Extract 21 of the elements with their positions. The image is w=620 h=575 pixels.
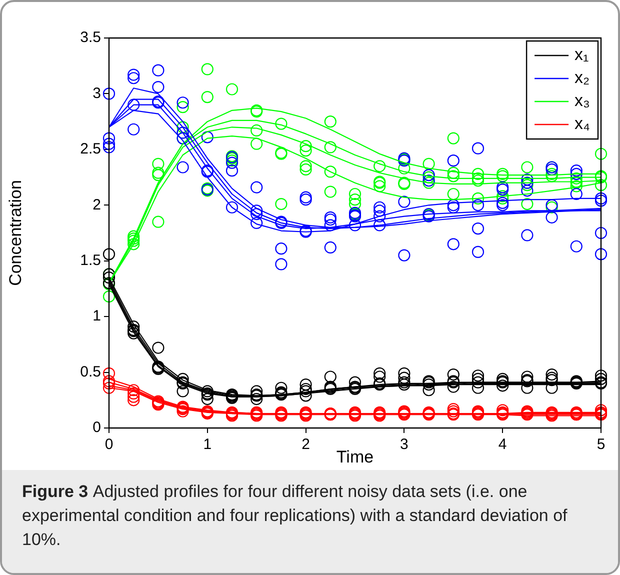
y-tick-label: 0	[92, 419, 101, 436]
x-tick-label: 4	[498, 436, 507, 454]
legend-label: x₄	[574, 114, 590, 134]
x-tick-label: 1	[203, 436, 212, 454]
legend-label: x₂	[574, 68, 590, 88]
legend-label: x₃	[574, 91, 590, 110]
y-tick-label: 2	[92, 196, 101, 214]
y-axis-title: Concentration	[6, 180, 25, 286]
y-tick-label: 0.5	[80, 363, 101, 380]
x-tick-label: 3	[400, 436, 408, 454]
x-tick-label: 0	[104, 436, 114, 454]
y-tick-label: 1.5	[80, 252, 101, 269]
x-tick-label: 2	[302, 436, 310, 454]
x-axis-title: Time	[336, 447, 374, 466]
x-tick-label: 5	[596, 436, 606, 454]
y-tick-label: 1	[92, 308, 101, 325]
caption: Figure 3 Adjusted profiles for four different noisy data sets (i.e. one experimental condition and four replications) with a standard deviation of 10%.	[22, 481, 568, 551]
y-tick-label: 3	[92, 84, 101, 102]
y-tick-label: 2.5	[80, 140, 101, 158]
legend-label: x₁	[574, 45, 590, 64]
y-tick-label: 3.5	[80, 29, 101, 46]
